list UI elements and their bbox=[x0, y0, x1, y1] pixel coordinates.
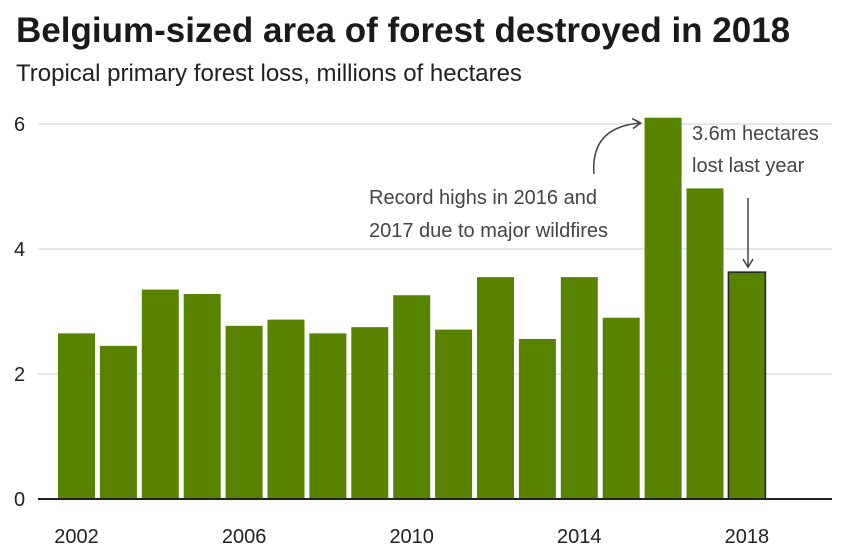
annotation-last-year: 3.6m hectares lost last year bbox=[692, 123, 819, 177]
bar-2007 bbox=[267, 319, 305, 499]
annotation-record-highs: Record highs in 2016 and 2017 due to majo… bbox=[369, 187, 608, 242]
chart-subtitle: Tropical primary forest loss, millions o… bbox=[16, 60, 522, 87]
x-tick-label: 2018 bbox=[725, 526, 770, 548]
y-tick-label: 2 bbox=[14, 364, 25, 386]
annotation-arrow-record bbox=[593, 117, 643, 175]
bar-2016 bbox=[644, 117, 682, 499]
x-tick-label: 2014 bbox=[557, 526, 602, 548]
chart-title: Belgium-sized area of forest destroyed i… bbox=[16, 11, 791, 50]
bar-2003 bbox=[99, 345, 137, 499]
bar-2015 bbox=[602, 317, 640, 499]
x-tick-label: 2006 bbox=[222, 526, 267, 548]
bar-2002 bbox=[58, 333, 95, 499]
bar-2008 bbox=[309, 333, 347, 499]
x-tick-labels: 2002 2006 2010 2014 2018 bbox=[54, 526, 769, 548]
bar-2014 bbox=[560, 277, 598, 499]
bar-2012 bbox=[477, 277, 514, 499]
y-tick-label: 6 bbox=[14, 114, 25, 136]
x-tick-label: 2010 bbox=[389, 526, 434, 548]
bars bbox=[58, 117, 767, 500]
bar-2006 bbox=[225, 325, 263, 499]
bar-2017 bbox=[686, 188, 724, 499]
x-tick-label: 2002 bbox=[54, 526, 99, 548]
bar-2005 bbox=[183, 294, 221, 499]
bar-2004 bbox=[141, 289, 179, 499]
annotations: Record highs in 2016 and 2017 due to majo… bbox=[369, 117, 819, 269]
bar-2013 bbox=[518, 339, 556, 499]
y-tick-label: 4 bbox=[14, 239, 25, 261]
y-tick-labels: 0 2 4 6 bbox=[14, 114, 25, 511]
y-tick-label: 0 bbox=[14, 489, 25, 511]
bar-2010 bbox=[393, 295, 431, 499]
bar-2018 bbox=[727, 271, 767, 500]
bar-2009 bbox=[351, 327, 389, 499]
bar-2011 bbox=[435, 329, 473, 499]
